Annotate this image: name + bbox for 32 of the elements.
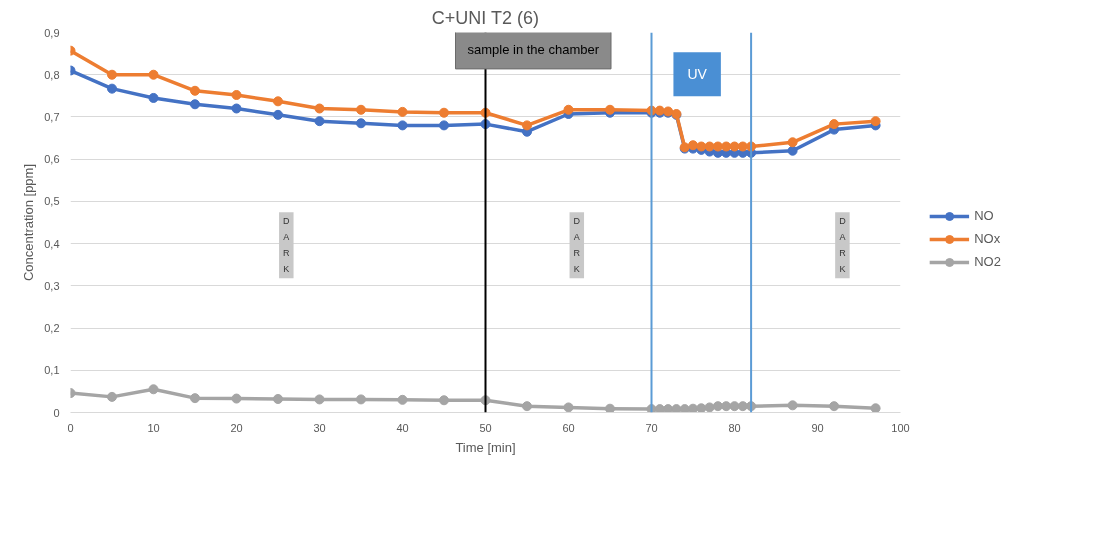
annotation: DARK <box>573 216 581 275</box>
legend-label: NO2 <box>974 254 1001 269</box>
y-tick-label: 0,6 <box>44 153 60 166</box>
x-tick-label: 0 <box>67 421 74 434</box>
y-tick-label: 0,2 <box>44 322 60 335</box>
y-tick-label: 0 <box>53 406 60 419</box>
y-axis-title: Concentration [ppm] <box>21 163 37 282</box>
x-tick-label: 80 <box>728 421 741 434</box>
x-tick-label: 90 <box>811 421 824 434</box>
x-tick-label: 30 <box>313 421 326 434</box>
x-tick-label: 60 <box>562 421 575 434</box>
annotation: DARK <box>283 216 291 275</box>
y-tick-label: 0,8 <box>44 68 60 81</box>
legend-label: NO <box>974 208 995 223</box>
annotation: UV <box>687 66 708 83</box>
x-axis-title: Time [min] <box>455 439 516 455</box>
y-tick-label: 0,4 <box>44 237 60 250</box>
y-tick-label: 0,7 <box>44 110 60 123</box>
x-tick-label: 100 <box>891 421 910 434</box>
y-tick-label: 0,3 <box>44 279 60 292</box>
y-tick-label: 0,5 <box>44 195 60 208</box>
legend-label: NOx <box>974 231 1001 246</box>
x-tick-label: 10 <box>147 421 160 434</box>
x-tick-label: 20 <box>230 421 243 434</box>
annotation: DARK <box>839 216 847 275</box>
ref-line-label: sample in the chamber <box>467 41 600 57</box>
y-tick-label: 0,1 <box>44 364 60 377</box>
x-tick-label: 70 <box>645 421 658 434</box>
x-tick-label: 40 <box>396 421 409 434</box>
x-tick-label: 50 <box>479 421 492 434</box>
chart-title: C+UNI T2 (6) <box>431 7 539 28</box>
y-tick-label: 0,9 <box>44 26 60 39</box>
